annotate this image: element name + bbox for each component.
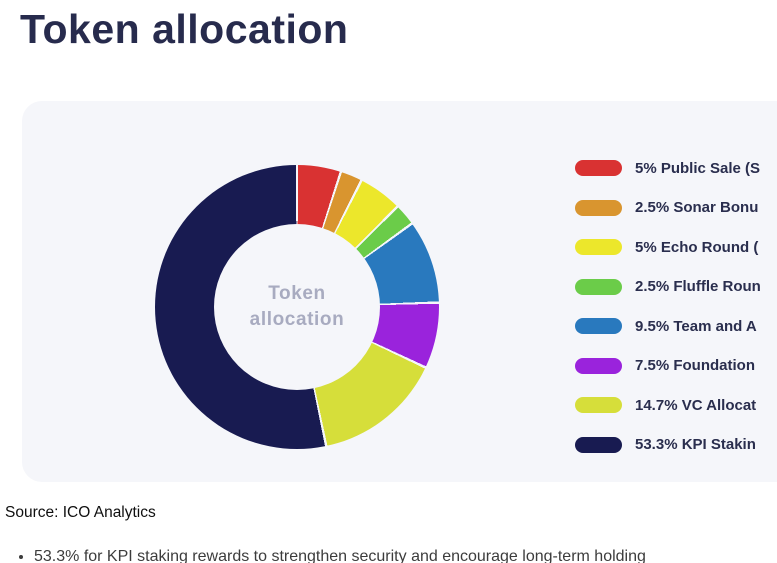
legend-swatch <box>575 160 622 176</box>
legend-label: 2.5% Fluffle Roun <box>635 278 761 295</box>
legend-label: 14.7% VC Allocat <box>635 396 757 414</box>
legend-item-echo-round[interactable]: 5% Echo Round ( <box>575 238 761 256</box>
source-note: Source: ICO Analytics <box>5 504 156 521</box>
center-label-line-2: allocation <box>249 309 345 330</box>
chart-legend: 5% Public Sale (S 2.5% Sonar Bonu 5% Ech… <box>575 160 761 453</box>
legend-item-kpi-staking[interactable]: 53.3% KPI Stakin <box>575 436 761 453</box>
bullet-item: 53.3% for KPI staking rewards to strengt… <box>34 544 754 563</box>
chart-center-label: Token allocation <box>250 281 345 333</box>
legend-swatch <box>575 397 622 413</box>
page-title: Token allocation <box>20 6 349 52</box>
legend-swatch <box>575 199 622 216</box>
center-label-line-1: Token <box>268 283 326 304</box>
donut-hole: Token allocation <box>214 224 380 390</box>
legend-label: 5% Public Sale (S <box>635 159 761 177</box>
legend-swatch <box>575 318 622 334</box>
chart-card: Token allocation 5% Public Sale (S 2.5% … <box>22 101 777 482</box>
legend-swatch <box>575 357 622 374</box>
legend-swatch <box>575 278 622 295</box>
legend-item-foundation[interactable]: 7.5% Foundation <box>575 357 761 374</box>
notes-list: 53.3% for KPI staking rewards to strengt… <box>14 544 754 563</box>
legend-item-sonar-bonus[interactable]: 2.5% Sonar Bonu <box>575 199 761 216</box>
donut-chart[interactable]: Token allocation <box>155 165 439 449</box>
legend-label: 5% Echo Round ( <box>635 238 759 256</box>
legend-item-fluffle-round[interactable]: 2.5% Fluffle Roun <box>575 278 761 295</box>
legend-item-vc-allocation[interactable]: 14.7% VC Allocat <box>575 396 761 414</box>
legend-swatch <box>575 436 622 453</box>
legend-item-public-sale[interactable]: 5% Public Sale (S <box>575 159 761 177</box>
legend-swatch <box>575 239 622 255</box>
legend-label: 2.5% Sonar Bonu <box>635 199 759 216</box>
legend-label: 7.5% Foundation <box>635 357 755 374</box>
legend-label: 9.5% Team and A <box>635 317 757 335</box>
legend-label: 53.3% KPI Stakin <box>635 436 756 453</box>
legend-item-team[interactable]: 9.5% Team and A <box>575 317 761 335</box>
